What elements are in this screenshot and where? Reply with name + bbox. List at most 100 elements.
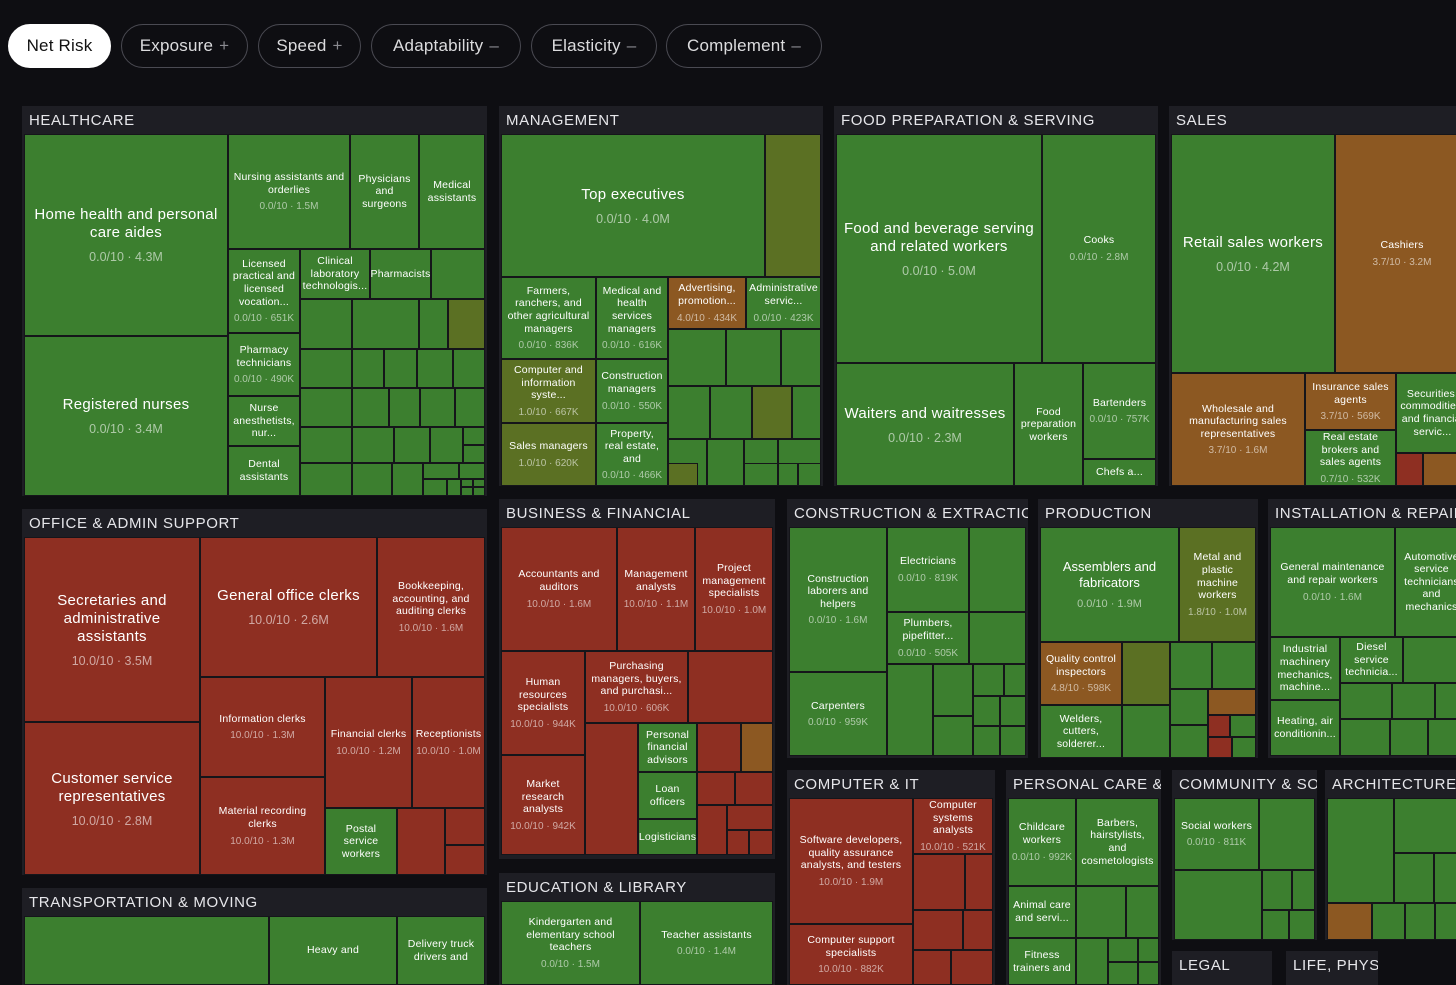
treemap-cell[interactable] — [688, 651, 773, 723]
cell-delivery-truck-drivers-and[interactable]: Delivery truck drivers and — [397, 916, 485, 985]
treemap-cell[interactable] — [420, 388, 455, 427]
cell-postal-service-workers[interactable]: Postal service workers — [325, 808, 397, 875]
treemap-cell[interactable] — [1394, 798, 1456, 853]
treemap-cell[interactable] — [352, 463, 392, 496]
cell-general-office-clerks[interactable]: General office clerks 10.0/10 · 2.6M — [200, 537, 377, 677]
cell-bookkeeping-accounting-and-auditing-clerks[interactable]: Bookkeeping, accounting, and auditing cl… — [377, 537, 485, 677]
cell-plumbers-pipefitter[interactable]: Plumbers, pipefitter... 0.0/10 · 505K — [887, 612, 969, 664]
treemap-cell[interactable] — [1170, 725, 1208, 758]
treemap-cell[interactable] — [1259, 798, 1315, 870]
treemap-cell[interactable] — [1000, 726, 1026, 756]
treemap-cell[interactable] — [1232, 737, 1256, 758]
treemap-cell[interactable] — [697, 772, 735, 805]
treemap-cell[interactable] — [384, 349, 417, 388]
cell-heating-air-conditionin[interactable]: Heating, air conditionin... — [1270, 700, 1340, 756]
treemap-cell[interactable] — [1327, 903, 1372, 940]
treemap-cell[interactable] — [300, 427, 352, 463]
cell-receptionists[interactable]: Receptionists 10.0/10 · 1.0M — [412, 677, 485, 808]
treemap-cell[interactable] — [887, 664, 933, 756]
cell-top-executives[interactable]: Top executives 0.0/10 · 4.0M — [501, 134, 765, 277]
treemap-cell[interactable] — [969, 612, 1026, 664]
cell-heavy-and[interactable]: Heavy and — [269, 916, 397, 985]
treemap-cell[interactable] — [1122, 642, 1170, 705]
treemap-cell[interactable] — [352, 349, 384, 388]
cell-industrial-machinery-mechanics-machine[interactable]: Industrial machinery mechanics, machine.… — [1270, 637, 1340, 700]
treemap-cell[interactable] — [1340, 719, 1390, 756]
treemap-cell[interactable] — [726, 329, 781, 386]
treemap-cell[interactable] — [1405, 903, 1435, 940]
cell-property-real-estate-and[interactable]: Property, real estate, and 0.0/10 · 466K — [596, 423, 668, 486]
treemap-cell[interactable] — [352, 427, 394, 463]
cell-welders-cutters-solderer[interactable]: Welders, cutters, solderer... — [1040, 705, 1122, 758]
cell-home-health-and-personal-care-aides[interactable]: Home health and personal care aides 0.0/1… — [24, 134, 228, 336]
treemap-cell[interactable] — [778, 463, 798, 486]
treemap-cell[interactable] — [1340, 683, 1392, 719]
cell-general-maintenance-and-repair-workers[interactable]: General maintenance and repair workers 0.… — [1270, 527, 1395, 637]
treemap-cell[interactable] — [455, 388, 485, 427]
treemap-cell[interactable] — [430, 427, 463, 463]
treemap-cell[interactable] — [1435, 903, 1456, 940]
treemap-cell[interactable] — [1394, 853, 1434, 903]
cell-pharmacists[interactable]: Pharmacists — [370, 249, 431, 299]
treemap-cell[interactable] — [963, 910, 993, 950]
treemap-cell[interactable] — [913, 854, 965, 910]
filter-elasticity[interactable]: Elasticity – — [531, 24, 657, 68]
treemap-cell[interactable] — [459, 463, 485, 479]
treemap-cell[interactable] — [447, 479, 461, 496]
cell-electricians[interactable]: Electricians 0.0/10 · 819K — [887, 527, 969, 612]
cell-insurance-sales-agents[interactable]: Insurance sales agents 3.7/10 · 569K — [1305, 373, 1396, 430]
treemap-cell[interactable] — [392, 463, 423, 496]
cell-market-research-analysts[interactable]: Market research analysts 10.0/10 · 942K — [501, 755, 585, 855]
filter-complement[interactable]: Complement – — [666, 24, 822, 68]
treemap-cell[interactable] — [445, 808, 485, 845]
cell-logisticians[interactable]: Logisticians — [638, 819, 697, 855]
treemap-cell[interactable] — [1170, 642, 1212, 689]
treemap-cell[interactable] — [727, 830, 749, 855]
treemap-cell[interactable] — [933, 664, 973, 716]
cell-information-clerks[interactable]: Information clerks 10.0/10 · 1.3M — [200, 677, 325, 777]
treemap-cell[interactable] — [727, 805, 773, 830]
cell-nurse-anesthetists-nur[interactable]: Nurse anesthetists, nur... — [228, 396, 300, 446]
cell-medical-assistants[interactable]: Medical assistants — [419, 134, 485, 249]
treemap-cell[interactable] — [1208, 715, 1230, 737]
treemap-cell[interactable] — [473, 479, 485, 487]
treemap-cell[interactable] — [461, 479, 473, 487]
treemap-cell[interactable] — [707, 439, 744, 486]
treemap-cell[interactable] — [752, 386, 792, 439]
treemap-cell[interactable] — [1435, 683, 1456, 719]
treemap-cell[interactable] — [697, 723, 741, 772]
treemap-cell[interactable] — [1174, 870, 1262, 940]
treemap-cell[interactable] — [913, 910, 963, 950]
cell-waiters-and-waitresses[interactable]: Waiters and waitresses 0.0/10 · 2.3M — [836, 363, 1014, 486]
treemap-cell[interactable] — [300, 349, 352, 388]
treemap-cell[interactable] — [744, 463, 778, 486]
treemap-cell[interactable] — [24, 916, 269, 985]
cell-construction-laborers-and-helpers[interactable]: Construction laborers and helpers 0.0/10 … — [789, 527, 887, 672]
treemap-cell[interactable] — [300, 299, 352, 349]
treemap-cell[interactable] — [951, 950, 993, 985]
treemap-cell[interactable] — [1403, 637, 1456, 683]
treemap-cell[interactable] — [1170, 689, 1208, 725]
cell-computer-support-specialists[interactable]: Computer support specialists 10.0/10 · 88… — [789, 924, 913, 985]
treemap-cell[interactable] — [741, 723, 773, 772]
treemap-cell[interactable] — [765, 134, 821, 277]
cell-physicians-and-surgeons[interactable]: Physicians and surgeons — [350, 134, 419, 249]
treemap-cell[interactable] — [798, 463, 821, 486]
cell-personal-financial-advisors[interactable]: Personal financial advisors — [638, 723, 697, 772]
cell-retail-sales-workers[interactable]: Retail sales workers 0.0/10 · 4.2M — [1171, 134, 1335, 373]
cell-childcare-workers[interactable]: Childcare workers 0.0/10 · 992K — [1008, 798, 1076, 886]
treemap-cell[interactable] — [1372, 903, 1405, 940]
cell-management-analysts[interactable]: Management analysts 10.0/10 · 1.1M — [617, 527, 695, 651]
cell-teacher-assistants[interactable]: Teacher assistants 0.0/10 · 1.4M — [640, 901, 773, 985]
cell-automotive-service-technicians-and-mechanics[interactable]: Automotive service technicians and mecha… — [1395, 527, 1456, 637]
cell-chefs-a[interactable]: Chefs a... — [1083, 459, 1156, 486]
treemap-cell[interactable] — [1208, 689, 1256, 715]
treemap-cell[interactable] — [973, 696, 1000, 726]
filter-speed[interactable]: Speed + — [258, 24, 361, 68]
cell-social-workers[interactable]: Social workers 0.0/10 · 811K — [1174, 798, 1259, 870]
treemap-cell[interactable] — [973, 726, 1000, 756]
treemap-cell[interactable] — [1392, 683, 1435, 719]
treemap-cell[interactable] — [965, 854, 993, 910]
treemap-cell[interactable] — [1138, 938, 1159, 962]
treemap-cell[interactable] — [453, 349, 485, 388]
